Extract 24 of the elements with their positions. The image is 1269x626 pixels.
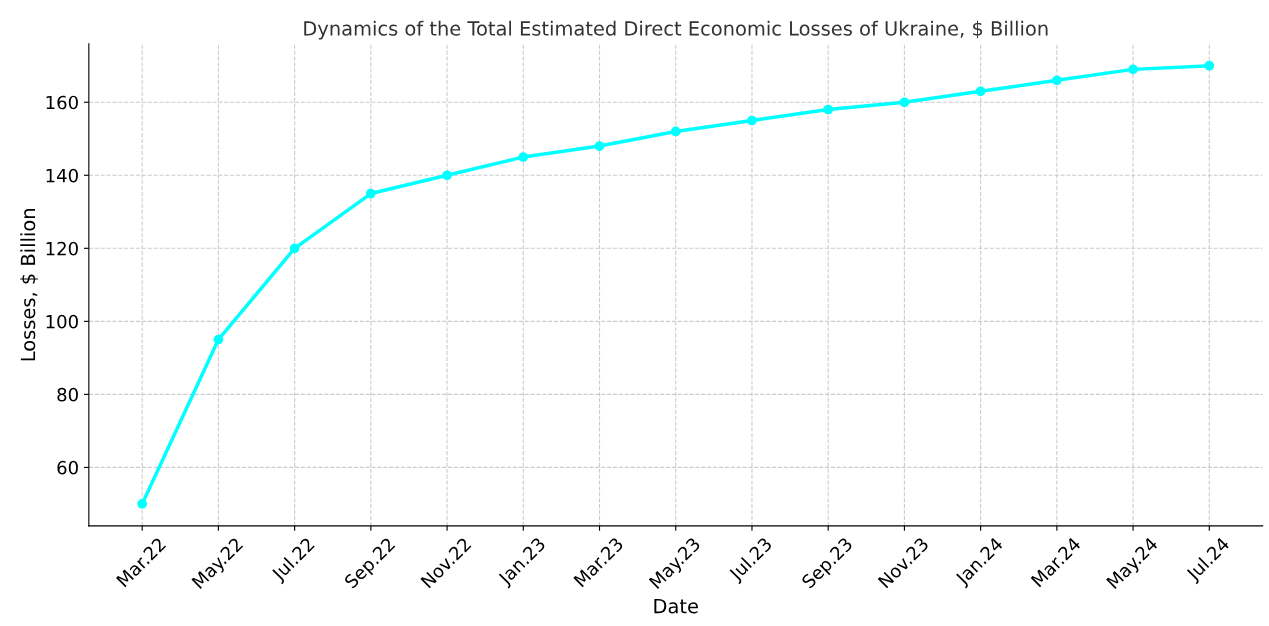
chart-title: Dynamics of the Total Estimated Direct Economic Losses of Ukraine, $ Billion xyxy=(304,20,1048,40)
point xyxy=(442,170,452,181)
point xyxy=(975,86,986,97)
y-tick-label: 80 xyxy=(57,387,78,402)
point xyxy=(670,126,681,137)
y-tick-label: 120 xyxy=(46,241,78,256)
y-tick-label: 60 xyxy=(57,460,78,475)
point xyxy=(1128,64,1138,75)
point xyxy=(137,499,148,509)
point xyxy=(365,188,376,199)
point xyxy=(594,141,605,151)
point xyxy=(899,97,910,108)
point xyxy=(747,115,757,126)
y-tick-label: 140 xyxy=(46,168,78,183)
x-axis-title: Date xyxy=(654,598,698,614)
point xyxy=(289,243,300,254)
y-axis-title: Losses, $ Billion xyxy=(20,209,38,361)
y-tick-label: 160 xyxy=(46,95,78,110)
y-tick-label: 100 xyxy=(46,314,78,329)
point xyxy=(1051,75,1062,86)
point xyxy=(518,152,529,162)
point xyxy=(823,104,834,115)
point xyxy=(1204,60,1215,71)
point xyxy=(213,334,224,345)
